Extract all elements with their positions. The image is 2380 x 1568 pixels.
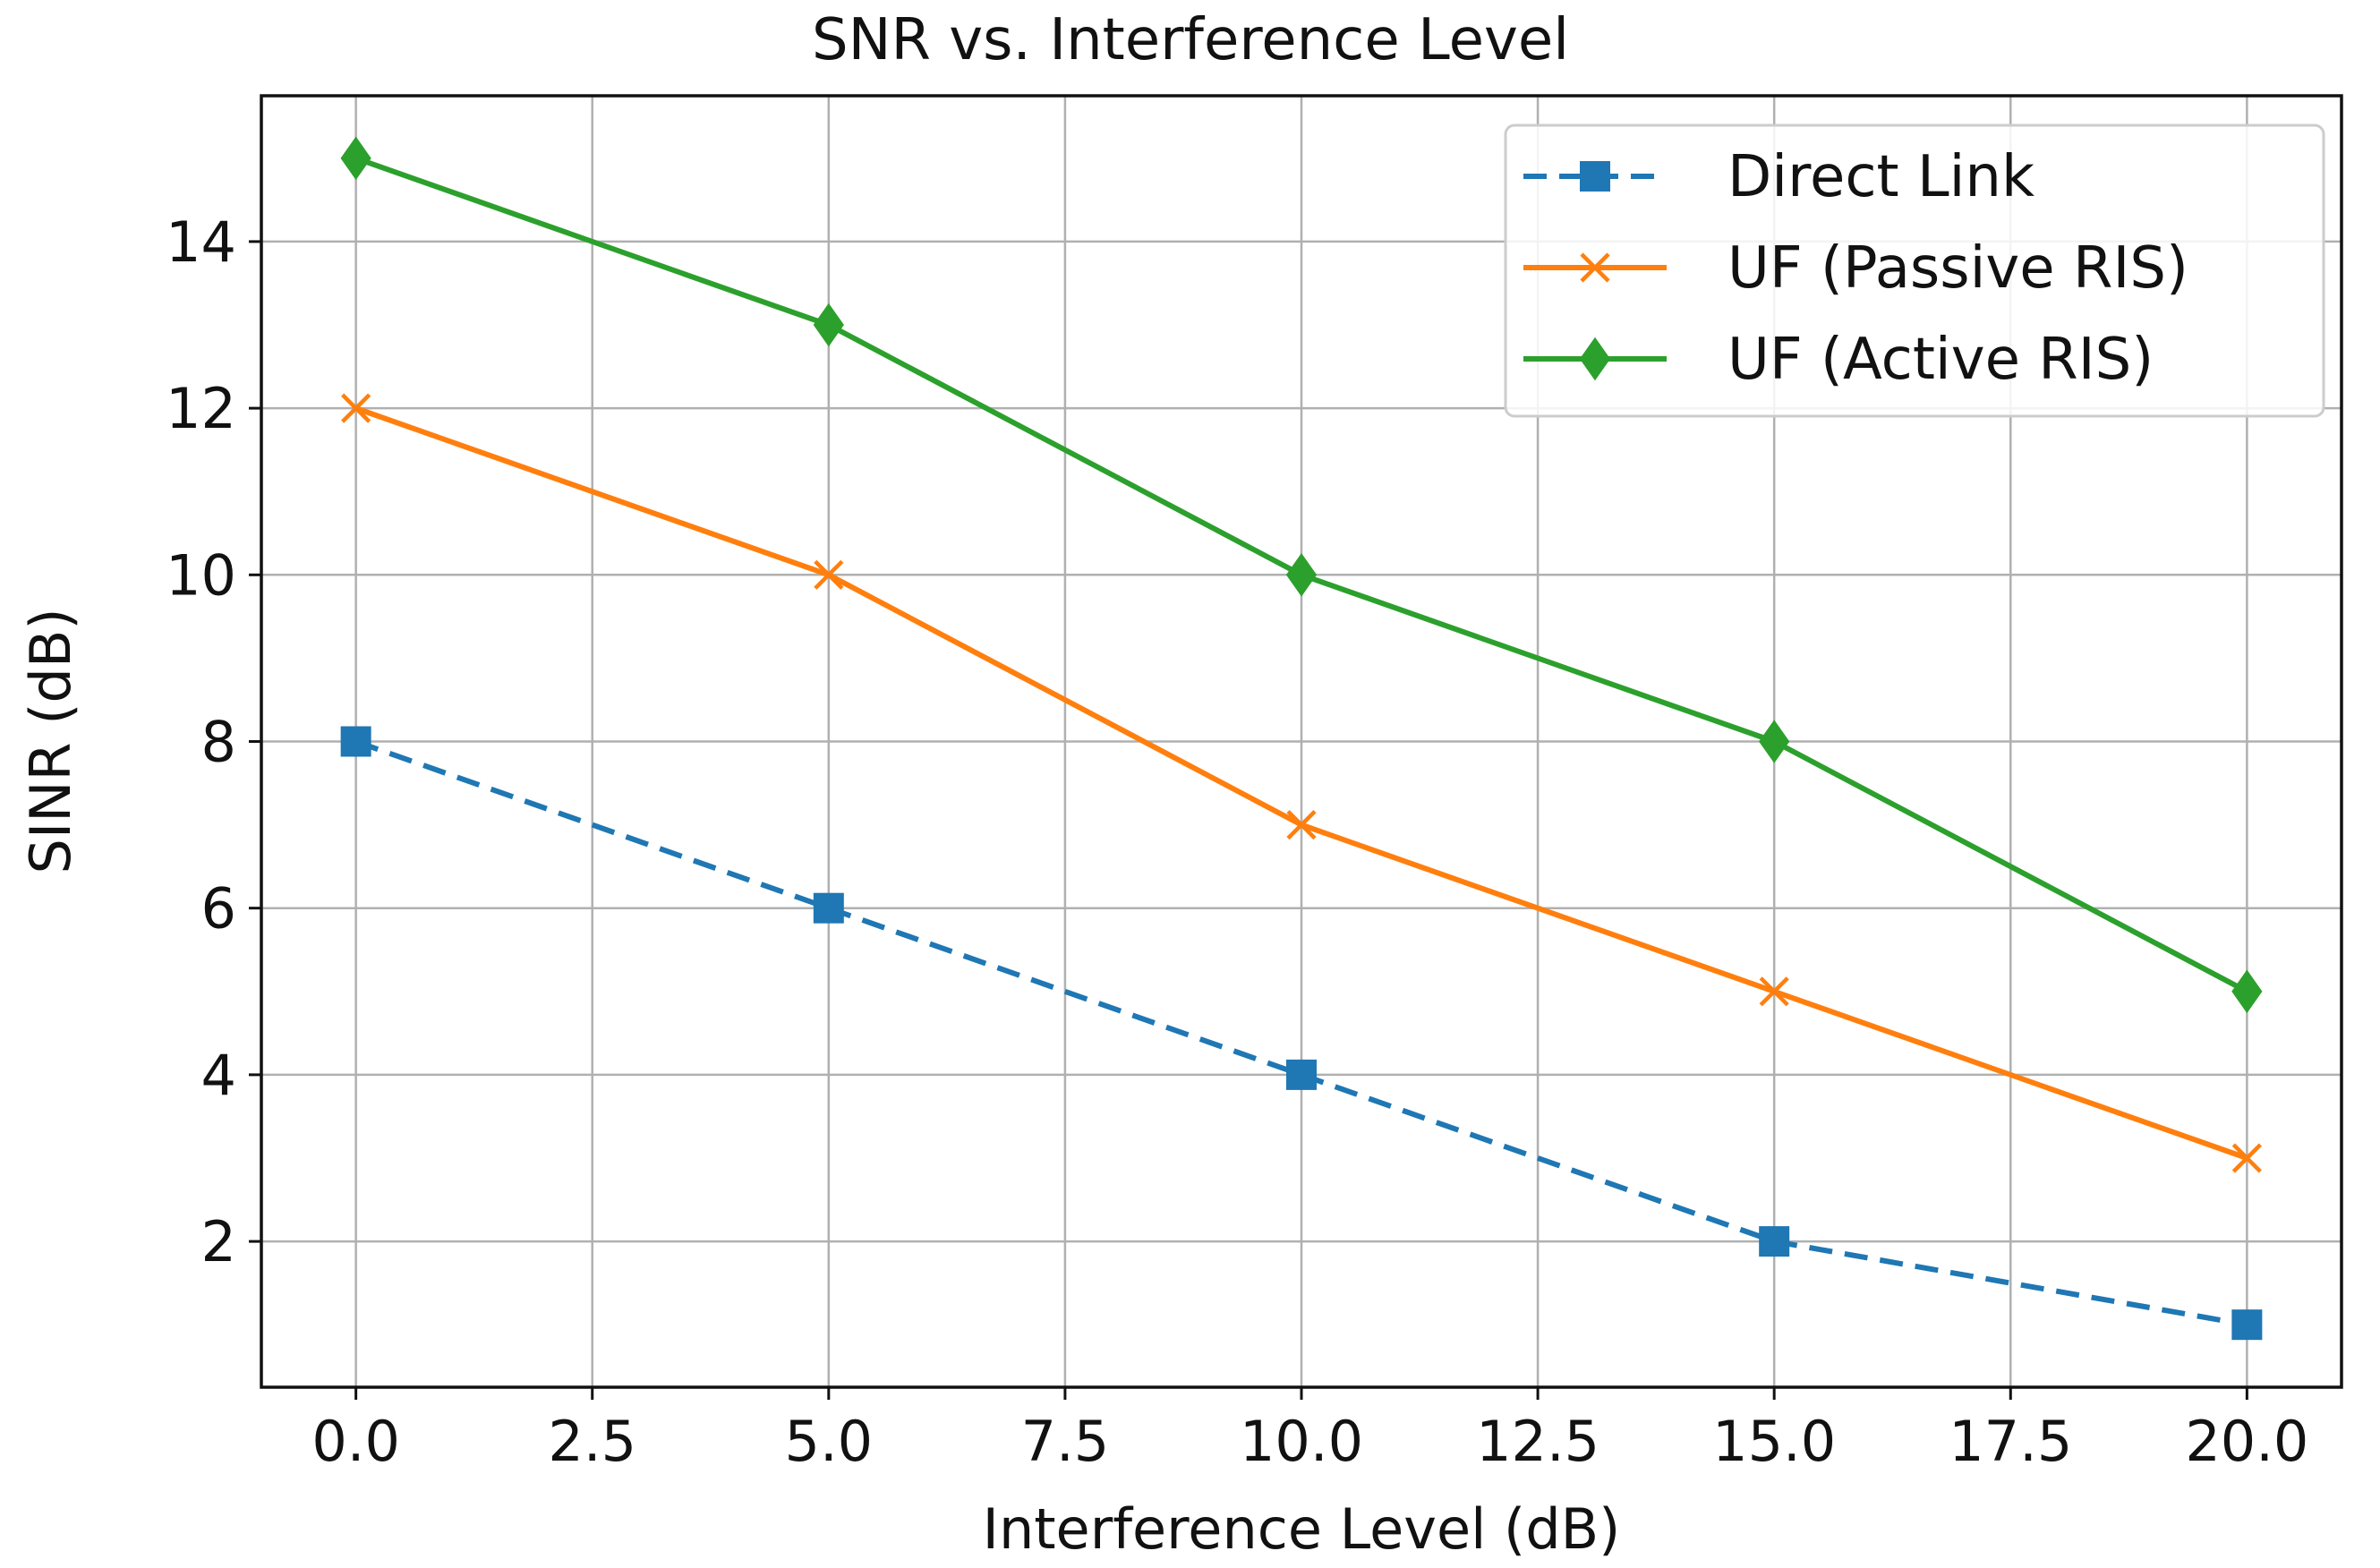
data-point-marker [341, 393, 371, 423]
data-point-marker [2231, 1309, 2263, 1341]
y-tick-label: 12 [166, 376, 236, 441]
x-tick-label: 7.5 [1021, 1409, 1110, 1474]
y-tick-label: 14 [166, 209, 236, 275]
legend-entry: UF (Passive RIS) [1523, 235, 2188, 302]
chart-title: SNR vs. Interference Level [812, 7, 1569, 73]
data-point-marker [340, 136, 371, 181]
legend-label: Direct Link [1727, 144, 2035, 210]
legend-label: UF (Active RIS) [1727, 327, 2154, 393]
y-tick-label: 6 [201, 876, 236, 942]
data-point-marker [813, 303, 844, 347]
legend-marker [1580, 252, 1610, 283]
y-tick-label: 2 [201, 1209, 236, 1274]
series-uf-active-ris [340, 136, 2263, 1014]
x-tick-label: 10.0 [1240, 1409, 1363, 1474]
data-point-marker [1759, 720, 1790, 763]
series-uf-passive-ris [341, 393, 2262, 1173]
legend-marker [1580, 161, 1610, 192]
x-axis-label: Interference Level (dB) [983, 1496, 1621, 1562]
data-point-marker [1286, 810, 1317, 840]
legend-marker [1579, 337, 1611, 381]
data-point-marker [1286, 1059, 1317, 1090]
data-point-marker [2231, 1143, 2262, 1173]
axes: 0.0 2.5 5.0 7.5 10.0 12.5 15.0 17.5 20.0 2 4 6 8 10 12… [166, 209, 2308, 1474]
data-point-marker [1759, 1226, 1790, 1257]
legend-label: UF (Passive RIS) [1727, 235, 2188, 302]
x-tick-label: 2.5 [548, 1409, 636, 1474]
data-series [340, 136, 2263, 1341]
x-tick-label: 12.5 [1476, 1409, 1599, 1474]
x-tick-label: 20.0 [2185, 1409, 2308, 1474]
data-point-marker [813, 892, 844, 924]
y-tick-label: 10 [166, 542, 236, 608]
x-tick-label: 0.0 [311, 1409, 400, 1474]
y-axis-label: SINR (dB) [18, 608, 83, 873]
data-point-marker [1285, 553, 1318, 597]
y-tick-label: 4 [201, 1043, 236, 1108]
data-point-marker [2231, 969, 2263, 1014]
y-tick-label: 8 [201, 710, 236, 775]
x-tick-label: 15.0 [1712, 1409, 1836, 1474]
data-point-marker [1759, 976, 1789, 1007]
legend: Direct Link UF (Passive RIS) UF (Active RI… [1504, 124, 2325, 418]
legend-entry: Direct Link [1523, 144, 2035, 210]
legend-box [1504, 124, 2325, 418]
series-direct-link [340, 726, 2263, 1341]
x-tick-label: 5.0 [785, 1409, 874, 1474]
legend-entry: UF (Active RIS) [1523, 327, 2154, 393]
x-tick-label: 17.5 [1949, 1409, 2072, 1474]
data-point-marker [814, 559, 844, 590]
data-point-marker [340, 726, 371, 757]
